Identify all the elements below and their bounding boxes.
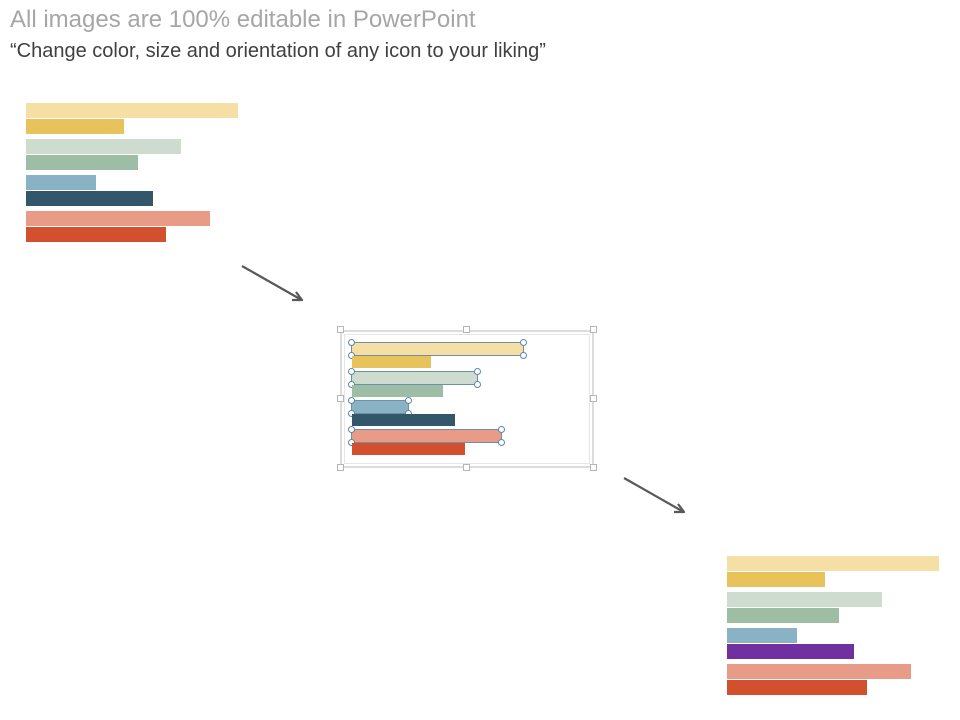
bar-3a xyxy=(26,175,96,190)
bar-3b xyxy=(727,644,854,659)
bar-handle[interactable] xyxy=(348,426,355,433)
bar-handle[interactable] xyxy=(348,368,355,375)
resize-handle-bottom-left[interactable] xyxy=(337,464,344,471)
bar-3b[interactable] xyxy=(352,414,455,426)
bar-handle[interactable] xyxy=(348,352,355,359)
arrow-icon xyxy=(623,477,686,514)
selection-inner-border xyxy=(344,334,590,464)
bar-chart-recolored xyxy=(727,556,939,695)
bar-handle[interactable] xyxy=(348,381,355,388)
bar-2b xyxy=(727,608,839,623)
bar-handle[interactable] xyxy=(474,368,481,375)
bar-2b xyxy=(26,155,138,170)
resize-handle-top[interactable] xyxy=(463,326,470,333)
bar-handle[interactable] xyxy=(405,397,412,404)
page-subtitle: “Change color, size and orientation of a… xyxy=(10,40,546,62)
bar-4a[interactable] xyxy=(351,429,502,443)
arrow-icon xyxy=(241,265,304,302)
bar-4a xyxy=(727,664,911,679)
bar-handle[interactable] xyxy=(348,410,355,417)
resize-handle-left[interactable] xyxy=(337,395,344,402)
bar-1a xyxy=(727,556,939,571)
bar-chart-original xyxy=(26,103,238,242)
bar-4b xyxy=(727,680,867,695)
bar-4b xyxy=(26,227,166,242)
resize-handle-bottom[interactable] xyxy=(463,464,470,471)
bar-handle[interactable] xyxy=(520,352,527,359)
bar-handle[interactable] xyxy=(520,339,527,346)
bar-handle[interactable] xyxy=(498,426,505,433)
bar-1b xyxy=(26,119,124,134)
bar-handle[interactable] xyxy=(474,381,481,388)
bar-2a xyxy=(26,139,181,154)
bar-2a[interactable] xyxy=(351,371,478,385)
bar-chart-selected[interactable] xyxy=(348,339,527,455)
bar-3a[interactable] xyxy=(351,400,409,414)
bar-handle[interactable] xyxy=(348,439,355,446)
resize-handle-top-left[interactable] xyxy=(337,326,344,333)
bar-3a xyxy=(727,628,797,643)
bar-2b[interactable] xyxy=(352,385,443,397)
bar-2a xyxy=(727,592,882,607)
bar-1b[interactable] xyxy=(352,356,431,368)
page-title: All images are 100% editable in PowerPoi… xyxy=(10,6,476,33)
bar-4b[interactable] xyxy=(352,443,465,455)
bar-4a xyxy=(26,211,210,226)
resize-handle-bottom-right[interactable] xyxy=(590,464,597,471)
bar-handle[interactable] xyxy=(348,397,355,404)
resize-handle-right[interactable] xyxy=(590,395,597,402)
bar-3b xyxy=(26,191,153,206)
bar-handle[interactable] xyxy=(348,339,355,346)
bar-1a[interactable] xyxy=(351,342,524,356)
resize-handle-top-right[interactable] xyxy=(590,326,597,333)
bar-handle[interactable] xyxy=(498,439,505,446)
bar-1b xyxy=(727,572,825,587)
bar-1a xyxy=(26,103,238,118)
